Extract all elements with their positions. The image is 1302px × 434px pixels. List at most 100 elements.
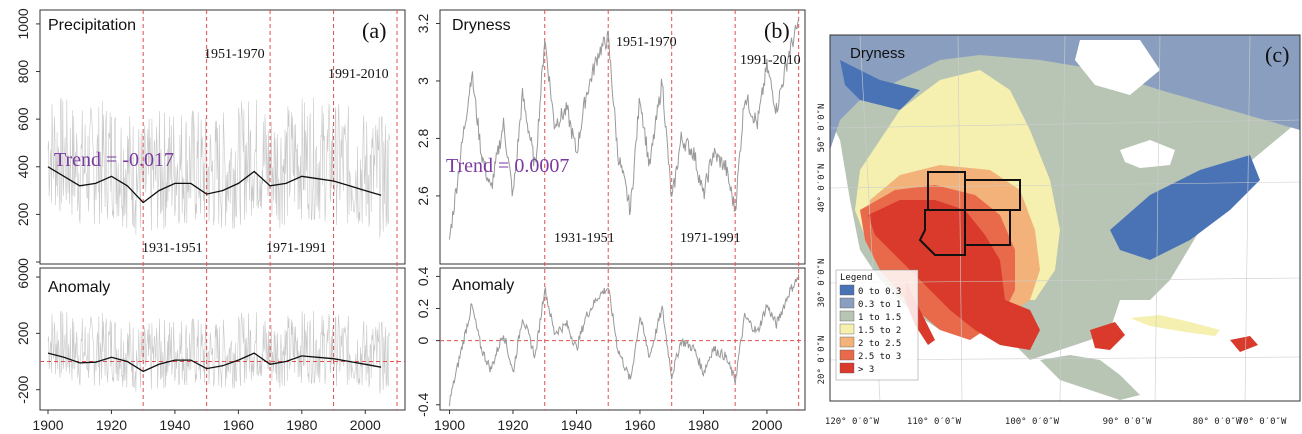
panel-b-period-1971-1991: 1971-1991 [680,231,741,246]
map-legend-swatch [839,323,855,335]
panel-a-label: (a) [362,18,386,43]
panel-a-anomaly-y-tick-label: 200 [15,321,31,345]
panel-a-x-tick-label: 1960 [223,417,254,433]
map-north-blue [830,35,1300,150]
map-graticule [830,35,1300,401]
panel-b-top-frame [439,9,806,265]
panel-a-anomaly-title: Anomaly [48,279,110,296]
map-caribbean-cuba [1130,315,1220,336]
map-latitude-label: 20° 0′0″N [817,336,827,385]
panel-b-x-tick-label: 1900 [434,417,465,433]
panel-a-period-1951-1970: 1951-1970 [204,47,265,62]
map-legend: Legend 0 to 0.3 0.3 to 1 1 to 1.5 1.5 to 2 2… [835,269,919,381]
panel-b-y-tick-label: 3 [415,77,431,85]
map-legend-label: 1.5 to 2 [858,326,901,336]
panel-a-period-lines [142,10,398,410]
panel-a-trend-label: Trend = -0.017 [54,149,174,171]
panel-b-anomaly-series [449,273,800,407]
panel-b-x-tick-label: 1940 [561,417,592,433]
panel-b-anomaly-y-tick-label: 0 [415,337,431,345]
panel-b-period-1931-1951: 1931-1951 [554,231,615,246]
map-legend-label: 2.5 to 3 [858,352,901,362]
panel-a-raw-series [47,97,391,394]
map-longitude-label: 70° 0′0″W [1238,417,1287,427]
map-latitude-label: 30° 0′0″N [817,259,827,308]
panel-b-y-tick-label: 2.6 [415,186,431,206]
map-latitude-label: 50° 0′0″N [817,104,827,153]
panel-a-y-tick-label: 0 [15,258,31,266]
map-frame [829,34,1301,402]
panel-b: 2.62.833.2 -0.400.20.4 1900 1920 1940 1960 1… [415,9,806,433]
map-hudson [1075,40,1160,95]
panel-a-anomaly-moving-average [47,352,382,373]
panel-b-x-ticks: 1900 1920 1940 1960 1980 2000 [434,410,783,433]
panel-a-y-ticks: 0 200 400 600 800 1000 [15,8,40,266]
panel-b-x-tick-label: 1960 [624,417,655,433]
map-study-region-outline [918,171,1021,256]
panel-b-anomaly-y-ticks: -0.4 0 0.2 0.4 [415,266,440,417]
panel-b-x-tick-label: 1980 [688,417,719,433]
panel-a-title: Precipitation [48,17,136,34]
panel-b-anomaly-y-tick-label: 0.2 [415,299,431,319]
panel-a-period-1991-2010: 1991-2010 [328,67,389,82]
panel-a-x-ticks: 1900 1920 1940 1960 1980 2000 [32,410,381,433]
map-east-blue [1110,155,1260,260]
panel-a-moving-average [47,166,382,204]
map-legend-swatch [839,284,855,296]
map-latitude-labels: 50° 0′0″N 40° 0′0″N 30° 0′0″N 20° 0′0″N [817,104,827,385]
panel-b-bottom-frame [439,267,806,411]
panel-a: 0 200 400 600 800 1000 -200 200 600 1900 1920 194… [15,8,406,433]
map-alaska-blue [840,60,920,110]
map-legend-label: > 3 [858,365,874,375]
panel-a-y-tick-label: 1000 [15,8,31,39]
panel-a-anomaly-raw [47,310,391,394]
panel-b-y-tick-label: 3.2 [415,14,431,34]
map-legend-swatch [839,349,855,361]
panel-a-top-frame [39,9,406,265]
panel-b-label: (b) [764,18,790,43]
map-longitude-label: 110° 0′0″W [907,417,962,427]
panel-b-x-tick-label: 1920 [497,417,528,433]
map-central-america [1040,355,1140,400]
map-longitude-label: 120° 0′0″W [825,417,880,427]
map-legend-items: 0 to 0.3 0.3 to 1 1 to 1.5 1.5 to 2 2 to 2.5… [839,284,901,375]
map-zone-over-3 [868,200,1040,350]
panel-c: Dryness (c) 120° 0′0″W 110° 0′0″W 100° 0′0… [817,34,1301,427]
panel-b-period-lines [544,10,800,410]
map-legend-label: 0.3 to 1 [858,300,901,310]
map-legend-swatch [839,362,855,374]
panel-b-trend-label: Trend = 0.0007 [446,155,569,177]
map-latitude-label: 40° 0′0″N [817,164,827,213]
panel-b-period-1951-1970: 1951-1970 [616,35,677,50]
panel-c-label: (c) [1265,42,1289,67]
map-great-lakes [1120,140,1175,168]
panel-b-dryness-series [449,18,800,240]
panel-a-anomaly-y-ticks: -200 200 600 [15,265,40,404]
panel-a-x-tick-label: 1980 [286,417,317,433]
panel-a-bottom-frame [39,267,406,411]
panel-a-y-tick-label: 800 [15,60,31,84]
panel-a-x-tick-label: 2000 [350,417,381,433]
map-caribbean-hispaniola [1230,336,1258,352]
map-legend-swatch [839,336,855,348]
map-legend-label: 1 to 1.5 [858,313,901,323]
map-longitude-label: 80° 0′0″W [1193,417,1242,427]
panel-b-title: Dryness [452,17,511,34]
map-legend-label: 0 to 0.3 [858,287,901,297]
panel-b-x-tick-label: 2000 [751,417,782,433]
map-longitude-labels: 120° 0′0″W 110° 0′0″W 100° 0′0″W 90° 0′0″W 8… [825,417,1287,427]
panel-a-x-tick-label: 1900 [32,417,63,433]
panel-a-period-1971-1991: 1971-1991 [266,241,327,256]
map-legend-title: Legend [840,273,873,283]
panel-b-anomaly-y-tick-label: -0.4 [415,393,431,417]
map-longitude-label: 90° 0′0″W [1103,417,1152,427]
panel-b-y-tick-label: 2.8 [415,128,431,148]
map-legend-label: 2 to 2.5 [858,339,901,349]
panel-a-x-tick-label: 1940 [159,417,190,433]
map-longitude-label: 100° 0′0″W [1005,417,1060,427]
map-yucatan [1090,322,1125,350]
panel-a-y-tick-label: 400 [15,155,31,179]
panel-b-anomaly-title: Anomaly [452,277,514,294]
panel-b-y-ticks: 2.6 2.8 3 3.2 [415,14,440,206]
